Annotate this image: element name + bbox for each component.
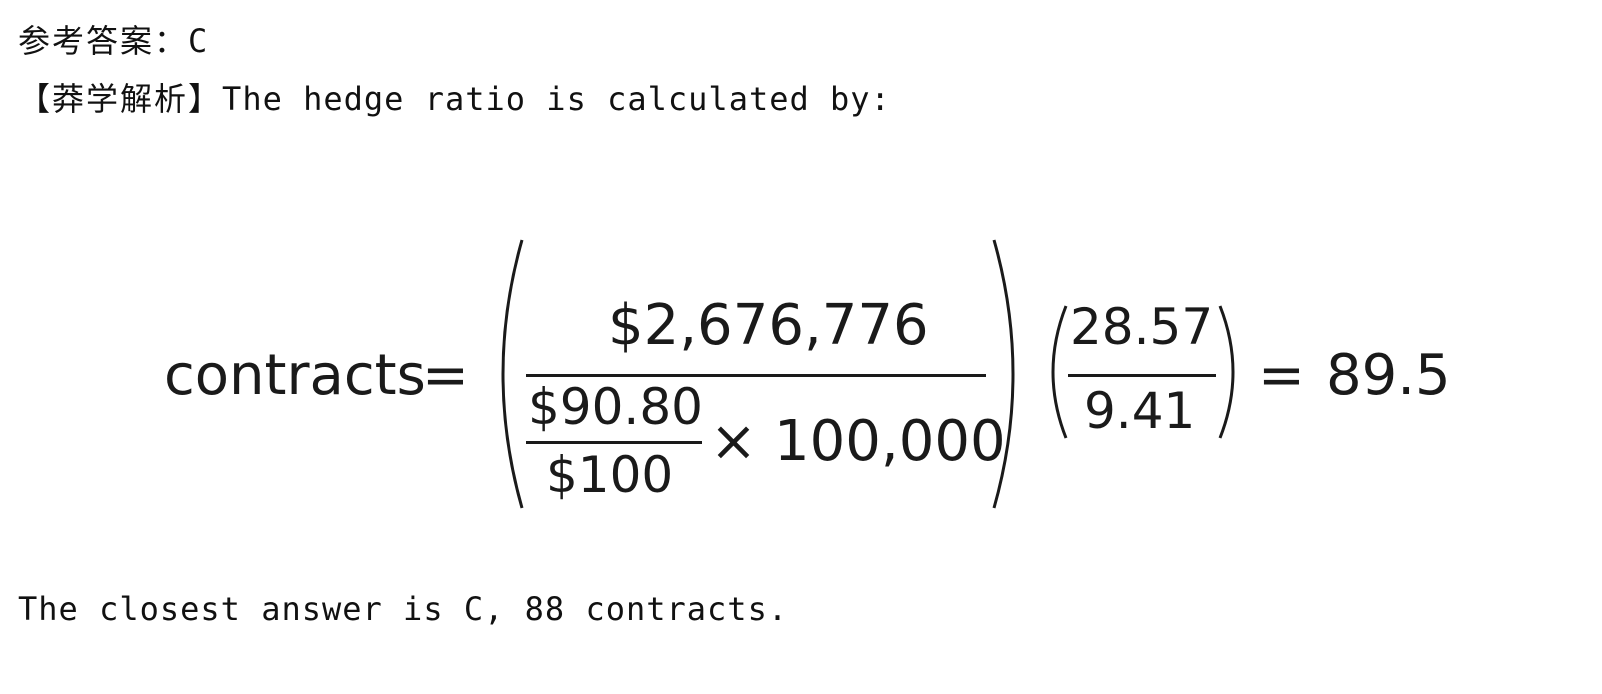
answer-value: C <box>188 22 209 60</box>
right-big-parenthesis <box>992 239 1015 509</box>
analysis-label: 莽学解析 <box>52 80 189 118</box>
formula-result: 89.5 <box>1326 343 1451 408</box>
formula-times: × <box>710 409 757 474</box>
left-small-parenthesis <box>1051 305 1068 439</box>
analysis-bracket-close: 】 <box>188 80 223 118</box>
formula-numerator: $2,676,776 <box>608 293 929 358</box>
formula-inner-denominator: $100 <box>546 446 674 504</box>
formula-multiplier: 100,000 <box>774 409 1006 474</box>
right-small-parenthesis <box>1218 305 1235 439</box>
closing-line: The closest answer is C, 88 contracts. <box>18 590 789 628</box>
beta-fraction-bar <box>1068 374 1216 377</box>
formula-beta-denominator: 9.41 <box>1084 382 1196 440</box>
left-big-parenthesis <box>501 239 524 509</box>
main-fraction-bar <box>526 374 986 377</box>
formula-lhs: contracts <box>164 343 426 408</box>
inner-fraction-bar <box>526 441 702 444</box>
answer-label: 参考答案： <box>18 22 189 60</box>
formula-result-equals: = <box>1258 343 1305 408</box>
formula-beta-numerator: 28.57 <box>1070 298 1214 356</box>
formula-inner-numerator: $90.80 <box>528 378 703 436</box>
analysis-bracket-open: 【 <box>18 80 53 118</box>
analysis-text: The hedge ratio is calculated by: <box>222 80 891 118</box>
formula-equals: = <box>422 343 469 408</box>
analysis-line: 【莽学解析】The hedge ratio is calculated by: <box>18 74 891 120</box>
hedge-ratio-formula: contracts = $2,676,776 $90.80 $100 × 100… <box>160 232 1460 522</box>
answer-line: 参考答案：C <box>18 16 208 62</box>
